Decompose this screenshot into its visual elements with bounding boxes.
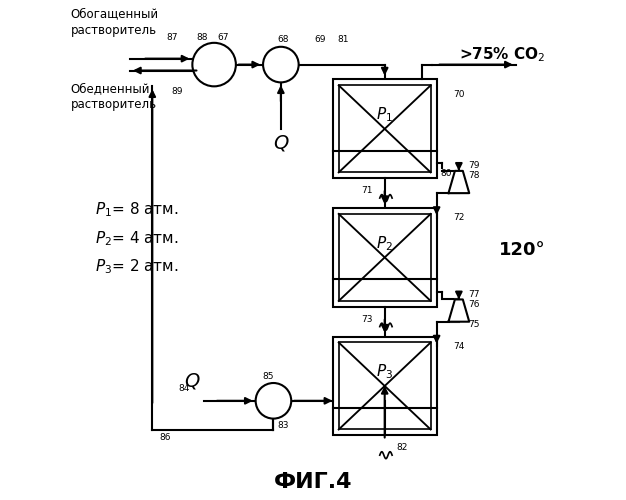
Circle shape	[192, 43, 236, 86]
Text: Q: Q	[273, 134, 289, 153]
Bar	[333, 336, 436, 436]
Text: 120°: 120°	[499, 241, 545, 259]
Text: 74: 74	[453, 342, 464, 351]
Text: 71: 71	[362, 186, 373, 195]
Text: 85: 85	[263, 372, 274, 380]
Text: 84: 84	[179, 384, 190, 393]
Text: ФИГ.4: ФИГ.4	[274, 472, 352, 492]
Text: $P_3$: $P_3$	[376, 363, 393, 382]
Text: 70: 70	[453, 90, 464, 99]
Text: >75% CO$_2$: >75% CO$_2$	[459, 46, 545, 64]
Text: 81: 81	[337, 36, 349, 44]
Text: 82: 82	[396, 444, 408, 452]
Polygon shape	[448, 300, 470, 322]
Text: 73: 73	[362, 314, 373, 324]
Bar	[339, 86, 431, 172]
Text: 76: 76	[468, 300, 480, 309]
Text: 83: 83	[277, 421, 289, 430]
Text: Обогащенный
растворитель: Обогащенный растворитель	[71, 8, 159, 36]
Text: 72: 72	[453, 214, 464, 222]
Text: $P_1$: $P_1$	[376, 106, 393, 124]
Text: 87: 87	[167, 33, 178, 42]
Bar	[333, 208, 436, 307]
Text: Q: Q	[184, 372, 200, 391]
Circle shape	[255, 383, 291, 418]
Circle shape	[263, 47, 299, 82]
Text: Обедненный
растворитель: Обедненный растворитель	[71, 82, 157, 111]
Text: 88: 88	[196, 33, 207, 42]
Text: 79: 79	[468, 162, 480, 170]
Text: 78: 78	[468, 172, 480, 180]
Text: 68: 68	[277, 36, 289, 44]
Text: 77: 77	[468, 290, 480, 299]
Text: 80: 80	[441, 169, 452, 178]
Text: 89: 89	[172, 88, 183, 96]
Text: 86: 86	[159, 434, 170, 442]
Text: $P_1$= 8 атм.
$P_2$= 4 атм.
$P_3$= 2 атм.: $P_1$= 8 атм. $P_2$= 4 атм. $P_3$= 2 атм…	[95, 200, 179, 276]
Bar	[333, 80, 436, 178]
Text: 69: 69	[315, 36, 326, 44]
Bar	[339, 214, 431, 301]
Bar	[339, 342, 431, 430]
Text: 75: 75	[468, 320, 480, 328]
Text: 67: 67	[217, 33, 228, 42]
Polygon shape	[448, 171, 470, 193]
Text: $P_2$: $P_2$	[376, 234, 393, 253]
